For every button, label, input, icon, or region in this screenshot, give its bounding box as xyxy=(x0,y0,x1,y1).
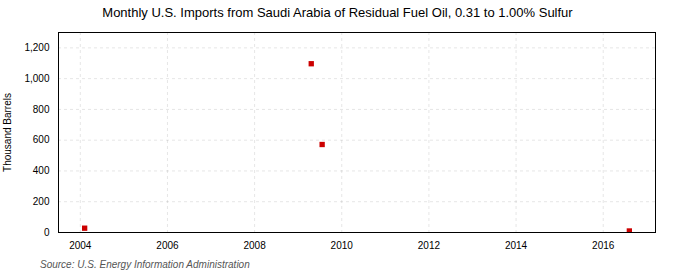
svg-text:Thousand Barrels: Thousand Barrels xyxy=(2,93,13,172)
svg-text:400: 400 xyxy=(33,165,50,176)
svg-text:1,000: 1,000 xyxy=(24,73,49,84)
svg-text:2010: 2010 xyxy=(331,240,354,251)
svg-text:1,200: 1,200 xyxy=(24,42,49,53)
svg-text:2014: 2014 xyxy=(505,240,528,251)
html-text:Source: U.S. Energy Informatio: Source: U.S. Energy Information Administ… xyxy=(40,259,250,270)
svg-text:800: 800 xyxy=(33,104,50,115)
svg-text:200: 200 xyxy=(33,196,50,207)
svg-text:2004: 2004 xyxy=(69,240,92,251)
svg-text:2012: 2012 xyxy=(418,240,441,251)
svg-text:600: 600 xyxy=(33,134,50,145)
html-text:Monthly U.S. Imports from Saud: Monthly U.S. Imports from Saudi Arabia o… xyxy=(102,5,573,20)
svg-text:2006: 2006 xyxy=(156,240,179,251)
svg-text:2008: 2008 xyxy=(243,240,266,251)
svg-text:2016: 2016 xyxy=(592,240,615,251)
svg-text:0: 0 xyxy=(44,227,50,238)
